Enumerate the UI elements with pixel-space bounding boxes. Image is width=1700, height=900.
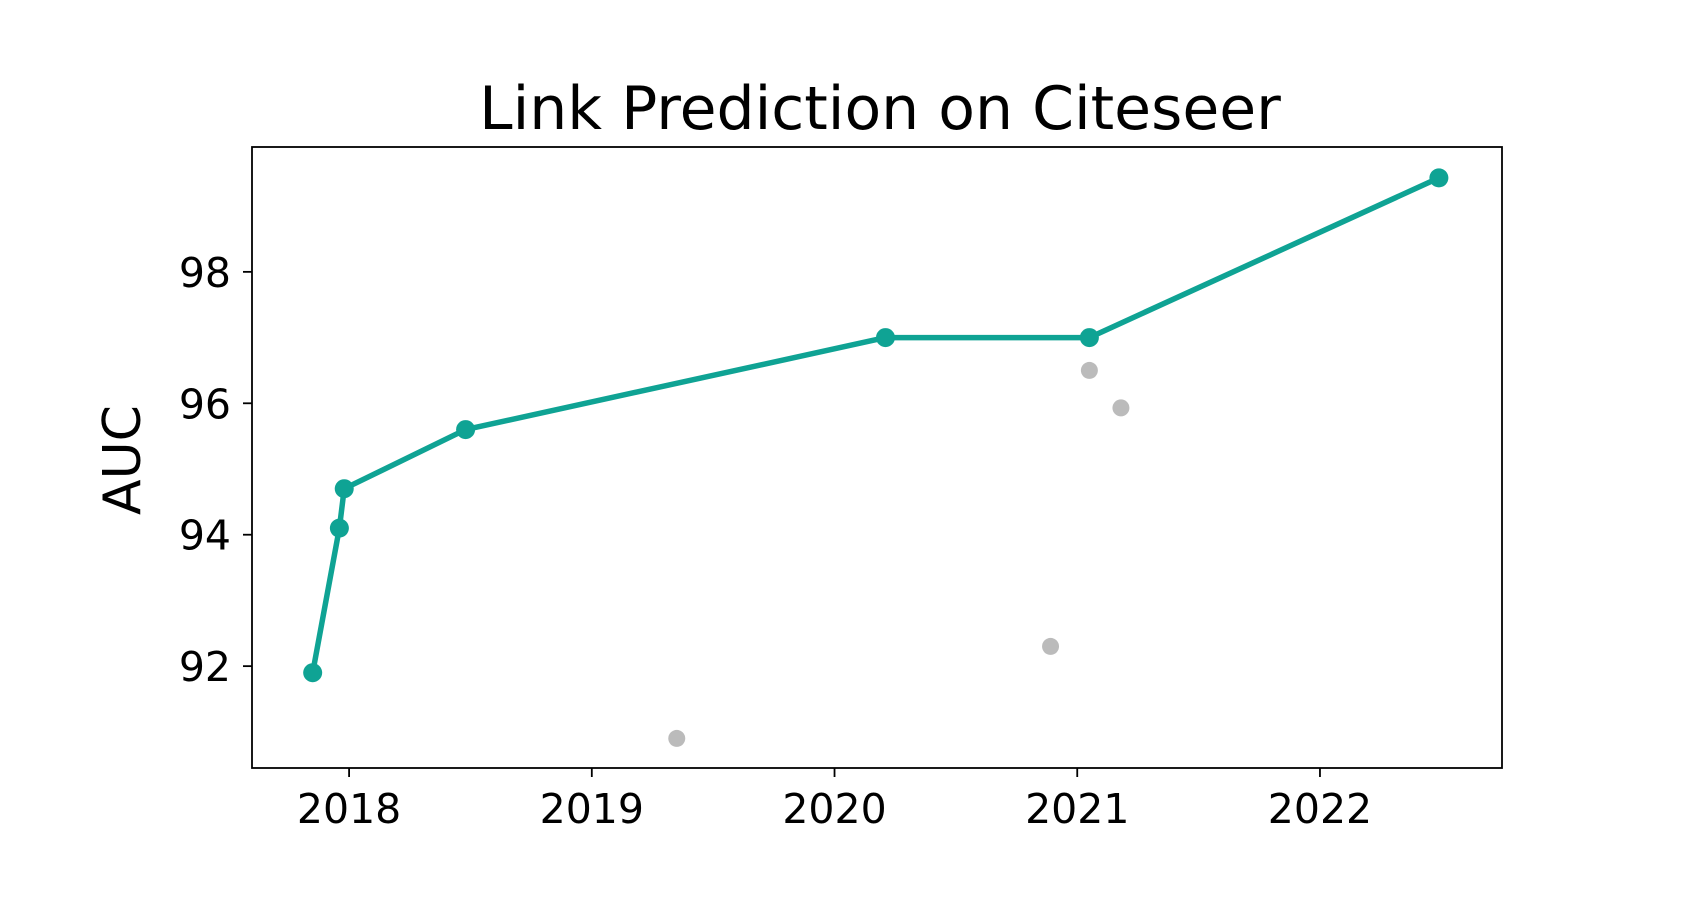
frontier-point [303, 663, 323, 683]
x-tick-label: 2022 [1268, 785, 1372, 833]
x-tick-label: 2021 [1025, 785, 1129, 833]
scatter-point [1112, 399, 1130, 417]
frontier-point [334, 479, 354, 499]
y-tick-label: 92 [179, 643, 231, 691]
scatter-point [1042, 637, 1060, 655]
scatter-point [1080, 361, 1098, 379]
x-tick-label: 2019 [540, 785, 644, 833]
frontier-line [309, 175, 1442, 676]
frontier-point [329, 518, 349, 538]
scatter-point [668, 729, 686, 747]
frontier-point [456, 420, 476, 440]
y-tick-label: 94 [179, 512, 231, 560]
x-tick-label: 2020 [782, 785, 886, 833]
chart-title: Link Prediction on Citeseer [479, 74, 1281, 144]
y-tick-label: 96 [179, 380, 231, 428]
x-axis: 2018 2019 2020 2021 2022 [297, 768, 1372, 833]
plot-frame [251, 146, 1503, 769]
y-axis: 92 94 96 98 [179, 249, 252, 691]
y-axis-label: AUC [93, 405, 153, 515]
plot-area [303, 168, 1449, 747]
x-tick-label: 2018 [297, 785, 401, 833]
frontier-point [1079, 328, 1099, 348]
y-tick-label: 98 [179, 249, 231, 297]
frontier-point [1429, 168, 1449, 188]
frontier-point [875, 328, 895, 348]
